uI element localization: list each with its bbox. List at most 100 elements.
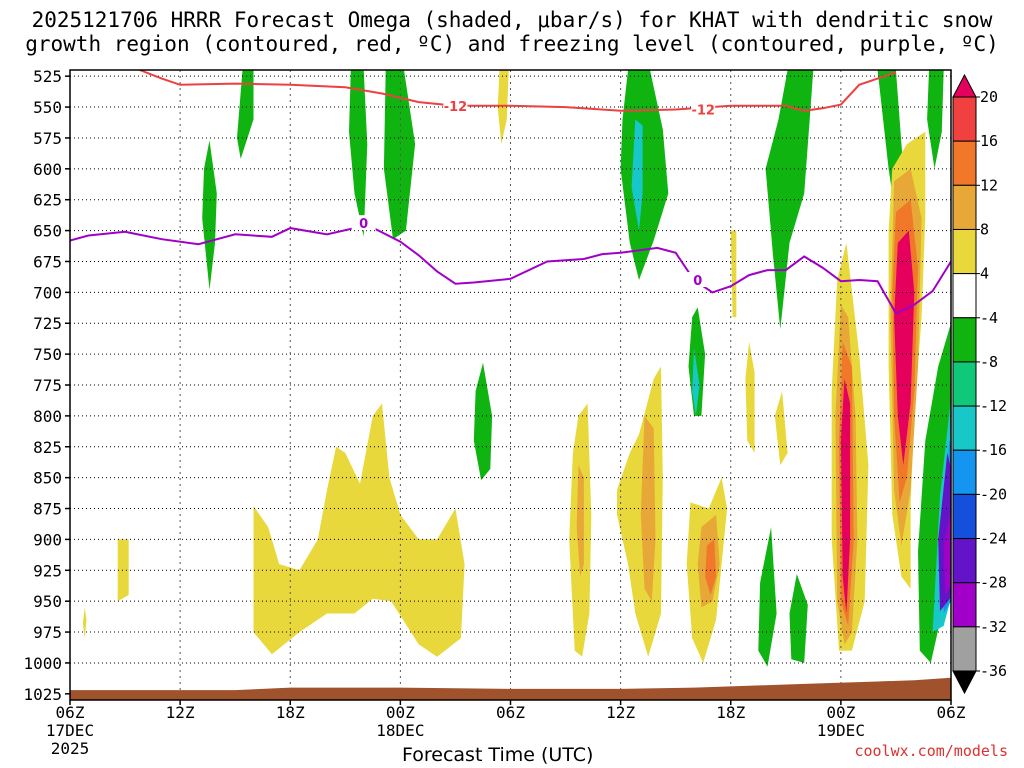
y-tick-label-650: 650 xyxy=(33,222,62,241)
y-tick-label-1025: 1025 xyxy=(23,685,62,704)
terrain-layer xyxy=(70,677,951,700)
colorbar-box-10 xyxy=(952,493,977,540)
credit-link[interactable]: coolwx.com/models xyxy=(854,742,1008,760)
y-tick-label-525: 525 xyxy=(33,67,62,86)
y-tick-label-975: 975 xyxy=(33,623,62,642)
y-tick-label-825: 825 xyxy=(33,438,62,457)
x-tick-label-6: 12Z xyxy=(166,703,195,722)
omega-region-14 xyxy=(692,347,700,416)
colorbar-label-10: -24 xyxy=(980,530,1007,548)
x-tick-label-18: 00Z xyxy=(386,703,415,722)
x-tick-label-36: 18Z xyxy=(716,703,745,722)
y-tick-label-575: 575 xyxy=(33,129,62,148)
y-tick-label-675: 675 xyxy=(33,252,62,271)
colorbar-box-9 xyxy=(952,449,977,495)
omega-region-0 xyxy=(202,140,217,290)
omega-region-28 xyxy=(497,70,509,145)
y-tick-label-700: 700 xyxy=(33,283,62,302)
x-tick-label-12: 18Z xyxy=(276,703,305,722)
y-tick-label-850: 850 xyxy=(33,469,62,488)
colorbar-label-7: -12 xyxy=(980,397,1007,415)
y-tick-label-800: 800 xyxy=(33,407,62,426)
omega-region-29 xyxy=(730,230,737,318)
colorbar-box-3 xyxy=(952,184,977,230)
colorbar-box-5 xyxy=(952,273,977,319)
omega-region-8 xyxy=(765,70,814,330)
colorbar: 20 16 12 8 4 -4 -8 -12 -16 -20 -24 -28 -32 -36 xyxy=(952,73,1007,695)
dgz-contour-line xyxy=(139,70,897,112)
colorbar-label-4: 4 xyxy=(980,265,989,283)
colorbar-top-arrow xyxy=(952,73,977,98)
dgz-contour-label-bg-1 xyxy=(691,101,716,117)
omega-region-9 xyxy=(789,574,808,663)
omega-region-21 xyxy=(82,607,87,639)
y-tick-label-925: 925 xyxy=(33,561,62,580)
y-tick-label-600: 600 xyxy=(33,160,62,179)
terrain-fill xyxy=(70,677,951,700)
omega-region-41 xyxy=(894,230,915,466)
y-tick-label-900: 900 xyxy=(33,530,62,549)
colorbar-label-1: 16 xyxy=(980,132,998,150)
y-tick-label-875: 875 xyxy=(33,500,62,519)
omega-region-37 xyxy=(705,539,717,595)
grid-lines xyxy=(70,70,951,700)
chart-title-line1: 2025121706 HRRR Forecast Omega (shaded, … xyxy=(31,8,993,32)
omega-shading xyxy=(82,70,951,667)
colorbar-box-7 xyxy=(952,361,977,407)
omega-region-34 xyxy=(576,465,584,577)
y-tick-label-1000: 1000 xyxy=(23,654,62,673)
freezing-level-label-1: 0 xyxy=(693,274,702,289)
omega-region-5 xyxy=(620,70,669,280)
x-tick-date-0: 17DEC xyxy=(46,721,94,740)
colorbar-bottom-arrow xyxy=(952,670,977,695)
colorbar-label-13: -36 xyxy=(980,662,1007,680)
x-tick-label-0: 06Z xyxy=(56,703,85,722)
colorbar-label-6: -8 xyxy=(980,353,998,371)
freezing-level-label-bg-0 xyxy=(351,215,376,231)
omega-region-3 xyxy=(383,70,416,240)
dgz-contour-label-1: -12 xyxy=(691,104,715,119)
colorbar-box-11 xyxy=(952,538,977,584)
colorbar-label-0: 20 xyxy=(980,88,998,106)
omega-region-27 xyxy=(745,341,755,453)
colorbar-box-1 xyxy=(952,96,977,142)
colorbar-label-11: -28 xyxy=(980,574,1007,592)
colorbar-label-8: -16 xyxy=(980,441,1007,459)
omega-region-26 xyxy=(774,391,788,466)
colorbar-box-2 xyxy=(952,140,977,186)
freezing-level-line xyxy=(70,222,951,315)
y-tick-label-775: 775 xyxy=(33,376,62,395)
dgz-contour-label-0: -12 xyxy=(444,100,468,115)
omega-region-40 xyxy=(840,378,851,614)
omega-region-19 xyxy=(943,508,951,595)
y-tick-label-625: 625 xyxy=(33,191,62,210)
contour-lines: -12 -12 0 0 xyxy=(70,70,951,315)
omega-region-2 xyxy=(349,70,368,237)
omega-region-11 xyxy=(927,70,944,169)
freezing-level-label-0: 0 xyxy=(359,217,368,232)
dgz-contour-label-bg-0 xyxy=(443,97,468,113)
colorbar-label-3: 8 xyxy=(980,220,989,238)
omega-region-35 xyxy=(640,415,656,602)
x-tick-label-30: 12Z xyxy=(606,703,635,722)
y-tick-label-725: 725 xyxy=(33,314,62,333)
colorbar-label-9: -20 xyxy=(980,485,1007,503)
omega-region-13 xyxy=(631,119,643,231)
omega-region-22 xyxy=(253,403,465,657)
colorbar-box-13 xyxy=(952,626,977,672)
y-tick-label-750: 750 xyxy=(33,345,62,364)
freezing-level-label-bg-1 xyxy=(685,272,710,287)
omega-region-20 xyxy=(117,539,129,602)
omega-region-1 xyxy=(237,70,254,159)
chart-title-line2: growth region (contoured, red, ºC) and f… xyxy=(25,32,999,56)
colorbar-box-12 xyxy=(952,582,977,628)
colorbar-box-6 xyxy=(952,317,977,363)
x-tick-label-48: 06Z xyxy=(937,703,966,722)
colorbar-box-8 xyxy=(952,405,977,451)
colorbar-label-2: 12 xyxy=(980,176,998,194)
colorbar-label-12: -32 xyxy=(980,618,1007,636)
x-tick-date-42: 19DEC xyxy=(817,721,865,740)
colorbar-label-5: -4 xyxy=(980,309,998,327)
